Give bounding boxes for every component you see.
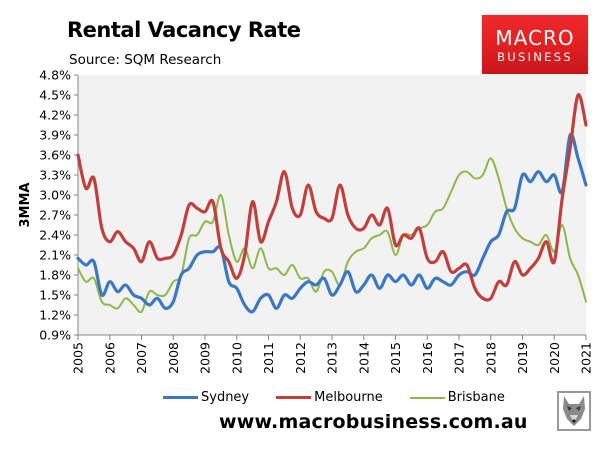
y-tick-label: 4.2%: [39, 108, 71, 123]
y-axis: 0.9% 1.2% 1.5% 1.8% 2.1% 2.4% 2.7% 3.0% 3.3% 3.6%…: [39, 68, 79, 343]
series-line-melbourne: [76, 93, 588, 302]
y-tick-label: 2.1%: [39, 248, 71, 263]
legend-swatch-brisbane: [409, 396, 445, 399]
x-tick-label: 2005: [71, 342, 86, 374]
y-tick-label: 1.2%: [39, 308, 71, 323]
macrobusiness-logo: MACRO BUSINESS: [482, 15, 588, 74]
x-tick-label: 2014: [356, 342, 371, 374]
legend-label-brisbane: Brisbane: [447, 390, 505, 405]
y-tick-label: 4.5%: [39, 88, 71, 103]
legend-swatch-melbourne: [276, 396, 312, 399]
wolf-logo-icon: [557, 391, 591, 431]
x-tick-label: 2007: [134, 342, 149, 374]
x-axis: 2005 2006 2007 2008 2009 2010 2011 2012 2013 2014…: [71, 334, 594, 374]
y-tick-label: 3.6%: [39, 148, 71, 163]
series-line-sydney: [76, 132, 588, 314]
plot-area: [78, 75, 586, 335]
legend-label-sydney: Sydney: [201, 390, 250, 405]
legend-item-brisbane: Brisbane: [409, 390, 505, 405]
y-tick-label: 1.8%: [39, 268, 71, 283]
y-tick-label: 2.4%: [39, 228, 71, 243]
x-tick-label: 2013: [325, 342, 340, 374]
chart-legend: Sydney Melbourne Brisbane: [163, 390, 532, 405]
x-tick-label: 2021: [579, 342, 594, 374]
chart-subtitle: Source: SQM Research: [69, 52, 222, 68]
legend-item-sydney: Sydney: [163, 390, 249, 405]
x-tick-label: 2015: [388, 342, 403, 374]
x-tick-label: 2012: [293, 342, 308, 374]
y-tick-label: 0.9%: [39, 328, 71, 343]
x-tick-label: 2011: [261, 342, 276, 374]
x-tick-label: 2010: [229, 342, 244, 374]
logo-line1: MACRO: [495, 26, 575, 50]
y-tick-label: 3.9%: [39, 128, 71, 143]
y-tick-label: 3.0%: [39, 188, 71, 203]
logo-line2: BUSINESS: [497, 50, 573, 64]
x-tick-label: 2020: [547, 342, 562, 374]
x-tick-label: 2017: [452, 342, 467, 374]
x-tick-label: 2016: [420, 342, 435, 374]
x-tick-label: 2006: [102, 342, 117, 374]
legend-swatch-sydney: [163, 396, 198, 399]
series-line-brisbane: [77, 157, 587, 314]
y-tick-label: 1.5%: [39, 288, 71, 303]
y-tick-label: 4.8%: [39, 68, 71, 83]
chart-title: Rental Vacancy Rate: [67, 18, 301, 42]
x-tick-label: 2019: [515, 342, 530, 374]
series-lines: [76, 93, 588, 314]
y-axis-label: 3MMA: [18, 183, 33, 228]
legend-label-melbourne: Melbourne: [314, 390, 383, 405]
x-tick-label: 2018: [483, 342, 498, 374]
y-tick-label: 3.3%: [39, 168, 71, 183]
x-tick-label: 2009: [198, 342, 213, 374]
x-tick-label: 2008: [166, 342, 181, 374]
legend-item-melbourne: Melbourne: [276, 390, 383, 405]
website-url: www.macrobusiness.com.au: [219, 411, 528, 433]
y-tick-label: 2.7%: [39, 208, 71, 223]
